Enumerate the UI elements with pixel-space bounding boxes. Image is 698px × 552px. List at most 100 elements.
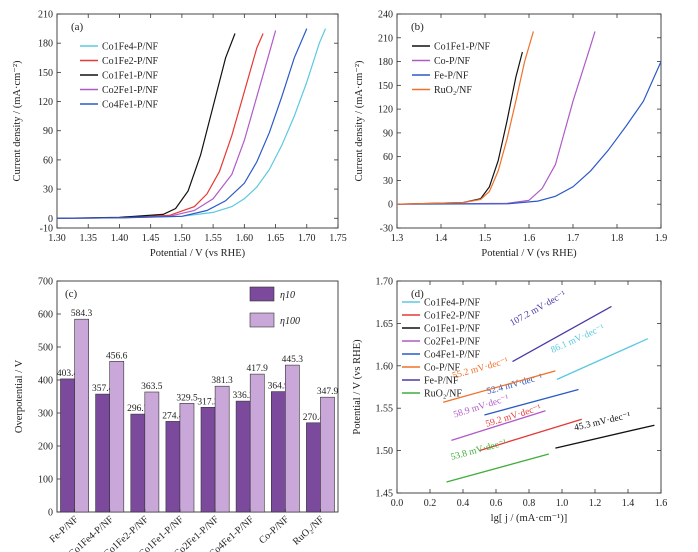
panel-c-data-label-10-fe-p-nf: 403.4 (57, 369, 79, 379)
panel-d-legend-label-co1fe4-p-nf: Co1Fe4-P/NF (424, 298, 481, 309)
panel-c-bar-10-co1fe4-p-nf (95, 393, 110, 513)
panel-d-series-co-p-nf (443, 370, 556, 403)
panel-a-legend-label-co1fe1-p-nf: Co1Fe1-P/NF (102, 71, 159, 82)
panel-b-xtick-label: 1.5 (479, 233, 492, 244)
panel-c-legend-swatch-10 (249, 286, 275, 302)
panel-b-legend-label-fe-p-nf: Fe-P/NF (434, 71, 469, 82)
panel-a-series-co4fe1-p-nf (56, 28, 308, 219)
panel-c-ytick-label: 700 (38, 277, 53, 288)
panel-c-legend-label-100: η100 (280, 316, 300, 327)
panel-d-slope-label-co1fe4-p-nf: 86.1 mV·dec⁻¹ (550, 323, 607, 356)
panel-d: 1.45 1.50 1.55 1.60 1.65 1.70 0.0 0.2 0.4 0.6 0.8 1… (352, 277, 667, 525)
panel-c-data-label-100-fe-p-nf: 584.3 (71, 309, 93, 319)
panel-b-xtick-label: 1.8 (611, 233, 624, 244)
panel-b-series-ruo-nf (396, 31, 534, 205)
panel-d-series-co1fe2-p-nf (479, 418, 582, 452)
panel-d-xtick-label: 1.4 (622, 498, 635, 509)
panel-d-legend-label-co2fe1-p-nf: Co2Fe1-P/NF (424, 337, 481, 348)
panel-d-legend-label-co1fe2-p-nf: Co1Fe2-P/NF (424, 311, 481, 322)
panel-c-bar-10-co1fe1-p-nf (165, 421, 181, 513)
panel-b-xtick-label: 1.7 (567, 233, 580, 244)
panel-c-bar-100-co1fe2-p-nf (144, 391, 160, 513)
panel-c-data-label-10-co1fe1-p-nf: 274.4 (162, 411, 184, 421)
panel-d-xtick-label: 0.8 (523, 498, 536, 509)
panel-c-data-label-10-co4fe1-p-nf: 336.2 (233, 391, 255, 401)
panel-b-ytick-label: 240 (378, 10, 393, 21)
panel-d-legend-label-co4fe1-p-nf: Co4Fe1-P/NF (424, 350, 481, 361)
panel-d-slope-label-ruo-nf: 53.8 mV·dec⁻¹ (450, 438, 508, 463)
panel-b-x-axis-label: Potential / V (vs RHE) (481, 248, 577, 259)
panel-a-xtick-label: 1.45 (142, 233, 160, 244)
panel-a-x-axis-label: Potential / V (vs RHE) (150, 248, 246, 259)
panel-a-legend-label-co4fe1-p-nf: Co4Fe1-P/NF (102, 100, 159, 111)
panel-c-ytick-label: 500 (38, 343, 53, 354)
panel-d-series-co2fe1-p-nf (451, 410, 546, 442)
panel-a: -100 30 60 90 120 150 180 210 1.30 1.35 1.40 1.45 1.… (12, 10, 347, 260)
panel-b-legend-label-co-p-nf: Co-P/NF (434, 56, 471, 67)
panel-a-ytick-label: 210 (38, 10, 53, 21)
panel-c-ytick-label: 300 (38, 409, 53, 420)
panel-a-xtick-label: 1.55 (204, 233, 222, 244)
panel-c-data-label-10-co2fe1-p-nf: 317.3 (197, 397, 219, 407)
panel-b-ytick-label: 120 (378, 105, 393, 116)
panel-b-ytick-label: 30 (383, 176, 393, 187)
panel-b-ytick-label: 180 (378, 57, 393, 68)
panel-a-y-axis-label: Current density / (mA·cm⁻²) (12, 60, 23, 181)
panel-a-xtick-label: 1.75 (329, 233, 347, 244)
panel-a-xtick-label: 1.60 (236, 233, 254, 244)
panel-d-legend-label-fe-p-nf: Fe-P/NF (424, 376, 459, 387)
panel-a-ytick-label: 90 (43, 126, 53, 137)
panel-c-data-label-100-co4fe1-p-nf: 417.9 (247, 364, 269, 374)
panel-c-bar-100-co1fe4-p-nf (109, 360, 125, 513)
panel-a-ytick-label: 0 (48, 214, 53, 225)
panel-d-slope-label-fe-p-nf: 107.2 mV·dec⁻¹ (509, 290, 568, 329)
panel-c-bar-10-co2fe1-p-nf (200, 406, 216, 513)
panel-c-bar-100-ruo-nf (320, 396, 335, 513)
panel-d-ytick-label: 1.50 (376, 446, 394, 457)
panel-d-legend-label-co-p-nf: Co-P/NF (424, 363, 461, 374)
panel-d-ytick-label: 1.60 (376, 361, 394, 372)
panel-b-ytick-label: 210 (378, 33, 393, 44)
panel-c-bar-10-ruo-nf (306, 422, 321, 513)
panel-c-bar-100-co4fe1-p-nf (249, 373, 265, 513)
panel-a-xtick-label: 1.65 (267, 233, 285, 244)
panel-c-panel-label: (c) (65, 288, 78, 300)
panel-b-xtick-label: 1.3 (391, 233, 404, 244)
panel-a-ytick-label: 120 (38, 97, 53, 108)
panel-b-panel-label: (b) (411, 21, 424, 33)
panel-c-bar-10-co4fe1-p-nf (235, 400, 251, 513)
panel-c-plot-frame (56, 280, 339, 513)
panel-c-data-label-100-co1fe1-p-nf: 329.5 (176, 393, 198, 403)
panel-b-legend-label-co1fe1-p-nf: Co1Fe1-P/NF (434, 42, 491, 53)
panel-a-ytick-label: 150 (38, 68, 53, 79)
panel-c-ytick-label: 400 (38, 376, 53, 387)
panel-b-y-axis-label: Current density / (mA·cm⁻²) (354, 60, 365, 181)
panel-b-ytick-label: -30 (380, 224, 393, 235)
panel-b-ytick-label: 150 (378, 81, 393, 92)
panel-c-legend-swatch-100 (249, 312, 275, 328)
panel-c-data-label-100-co1fe4-p-nf: 456.6 (106, 351, 128, 361)
panel-d-ytick-label: 1.70 (376, 277, 394, 288)
panel-b: -30 0 30 60 90 120 150 180 210 240 1.3 1.4 1.5 1.6 1.7… (354, 10, 667, 260)
panel-c-data-label-100-co-p-nf: 445.3 (282, 355, 304, 365)
panel-a-ytick-label: 30 (43, 185, 53, 196)
panel-c-bar-100-co-p-nf (284, 364, 300, 513)
panel-a-series-co2fe1-p-nf (56, 30, 277, 219)
panel-a-xtick-label: 1.50 (173, 233, 191, 244)
panel-a-xtick-label: 1.30 (48, 233, 66, 244)
panel-c-bar-10-fe-p-nf (60, 378, 75, 513)
panel-c-ytick-label: 0 (48, 508, 53, 519)
panel-d-ytick-label: 1.55 (376, 404, 394, 415)
panel-c-y-axis-label: Overpotential / V (14, 359, 25, 433)
panel-a-ytick-label: 180 (38, 39, 53, 50)
panel-d-series-co1fe1-p-nf (555, 424, 655, 449)
panel-c-data-label-10-ruo-nf: 270.4 (303, 413, 325, 423)
panel-c-ytick-label: 200 (38, 442, 53, 453)
panel-c-ytick-label: 100 (38, 475, 53, 486)
panel-c-bar-100-co1fe1-p-nf (179, 402, 195, 513)
panel-a-legend-label-co1fe2-p-nf: Co1Fe2-P/NF (102, 56, 159, 67)
panel-b-xtick-label: 1.4 (435, 233, 448, 244)
panel-a-legend-label-co1fe4-p-nf: Co1Fe4-P/NF (102, 42, 159, 53)
panel-d-xtick-label: 1.6 (655, 498, 668, 509)
